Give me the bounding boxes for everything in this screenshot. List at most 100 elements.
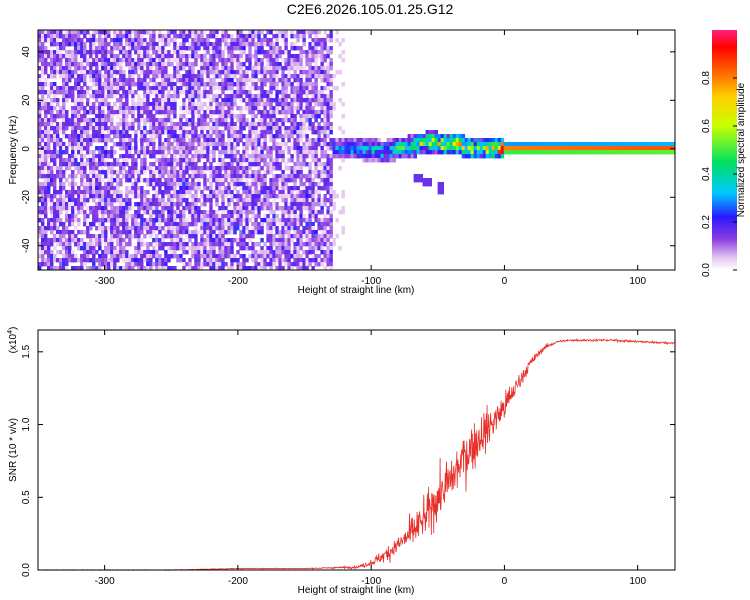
spectrogram-cell: [143, 110, 147, 115]
spectrogram-cell: [149, 214, 153, 219]
spectrogram-cell: [203, 54, 207, 59]
spectrogram-cell: [332, 206, 336, 211]
spectrogram-cell: [56, 38, 60, 43]
spectrogram-cell: [287, 262, 291, 267]
spectrogram-cell: [143, 102, 147, 107]
spectrogram-cell: [59, 126, 63, 131]
spectrogram-cell: [110, 186, 114, 191]
spectrogram-cell: [122, 170, 126, 175]
spectrogram-cell: [377, 154, 381, 159]
spectrogram-cell: [314, 46, 318, 51]
spectrogram-cell: [197, 142, 201, 147]
spectrogram-cell: [116, 238, 120, 243]
spectrogram-cell: [92, 130, 96, 135]
spectrogram-cell: [86, 222, 90, 227]
spectrogram-cell: [92, 154, 96, 159]
spectrogram-cell: [152, 238, 156, 243]
spectrogram-cell: [113, 254, 117, 259]
spectrogram-cell: [260, 130, 264, 135]
spectrogram-cell: [275, 78, 279, 83]
spectrogram-cell: [254, 138, 258, 143]
spectrogram-cell: [128, 202, 132, 207]
spectrogram-cell: [200, 230, 204, 235]
spectrogram-cell: [266, 154, 270, 159]
spectrogram-cell: [140, 78, 144, 83]
spectrogram-cell: [47, 186, 51, 191]
spectrogram-cell: [197, 70, 201, 75]
spectrogram-cell: [239, 78, 243, 83]
spectrogram-cell: [101, 122, 105, 127]
spectrogram-cell: [113, 218, 117, 223]
spectrogram-cell: [194, 222, 198, 227]
spectrogram-cell: [293, 138, 297, 143]
spectrogram-cell: [257, 46, 261, 51]
spectrogram-cell: [116, 230, 120, 235]
spectrogram-cell: [293, 234, 297, 239]
spectrogram-cell: [158, 198, 162, 203]
spectrogram-cell: [176, 238, 180, 243]
spectrogram-cell: [119, 66, 123, 71]
spectrogram-cell: [278, 186, 282, 191]
spectrogram-cell: [77, 118, 81, 123]
spectrogram-cell: [212, 110, 216, 115]
spectrogram-cell: [77, 98, 81, 103]
spectrogram-cell: [221, 194, 225, 199]
spectrogram-cell: [305, 50, 309, 55]
spectrogram-cell: [98, 158, 102, 163]
spectrogram-cell: [128, 206, 132, 211]
spectrogram-cell: [170, 182, 174, 187]
spectrogram-cell: [227, 114, 231, 119]
spectrogram-cell: [212, 190, 216, 195]
spectrogram-cell: [140, 102, 144, 107]
spectrogram-cell: [266, 94, 270, 99]
spectrogram-cell: [251, 254, 255, 259]
spectrogram-cell: [329, 210, 333, 215]
spectrogram-cell: [164, 178, 168, 183]
spectrogram-cell: [74, 54, 78, 59]
spectrogram-cell: [419, 178, 423, 183]
spectrogram-cell: [77, 238, 81, 243]
spectrogram-cell: [323, 186, 327, 191]
spectrogram-cell: [62, 94, 66, 99]
spectrogram-cell: [233, 58, 237, 63]
spectrogram-cell: [197, 114, 201, 119]
spectrogram-cell: [281, 126, 285, 131]
spectrogram-cell: [260, 158, 264, 163]
spectrogram-cell: [317, 102, 321, 107]
spectrogram-cell: [62, 162, 66, 167]
spectrogram-cell: [38, 214, 42, 219]
spectrogram-cell: [113, 178, 117, 183]
spectrogram-cell: [104, 142, 108, 147]
spectrogram-cell: [212, 178, 216, 183]
spectrogram-cell: [281, 138, 285, 143]
spectrogram-cell: [242, 106, 246, 111]
spectrogram-cell: [185, 170, 189, 175]
spectrogram-cell: [173, 242, 177, 247]
spectrogram-cell: [464, 150, 469, 155]
spectrogram-cell: [167, 266, 171, 271]
spectrogram-cell: [239, 94, 243, 99]
spectrogram-cell: [248, 266, 252, 271]
spectrogram-cell: [245, 122, 249, 127]
spectrogram-cell: [200, 90, 204, 95]
spectrogram-cell: [107, 42, 111, 47]
spectrogram-cell: [260, 118, 264, 123]
spectrogram-cell: [269, 138, 273, 143]
spectrogram-cell: [236, 114, 240, 119]
spectrogram-cell: [83, 162, 87, 167]
spectrogram-cell: [296, 102, 300, 107]
spectrogram-cell: [95, 186, 99, 191]
spectrogram-cell: [137, 258, 141, 263]
spectrogram-cell: [293, 226, 297, 231]
spectrogram-cell: [212, 150, 216, 155]
spectrogram-cell: [131, 162, 135, 167]
spectrogram-cell: [71, 250, 75, 255]
spectrogram-cell: [53, 66, 57, 71]
spectrogram-cell: [215, 82, 219, 87]
spectrogram-cell: [116, 86, 120, 91]
spectrogram-cell: [338, 70, 342, 75]
spectrogram-cell: [71, 234, 75, 239]
spectrogram-cell: [263, 206, 267, 211]
spectrogram-cell: [110, 70, 114, 75]
spectrogram-cell: [110, 46, 114, 51]
